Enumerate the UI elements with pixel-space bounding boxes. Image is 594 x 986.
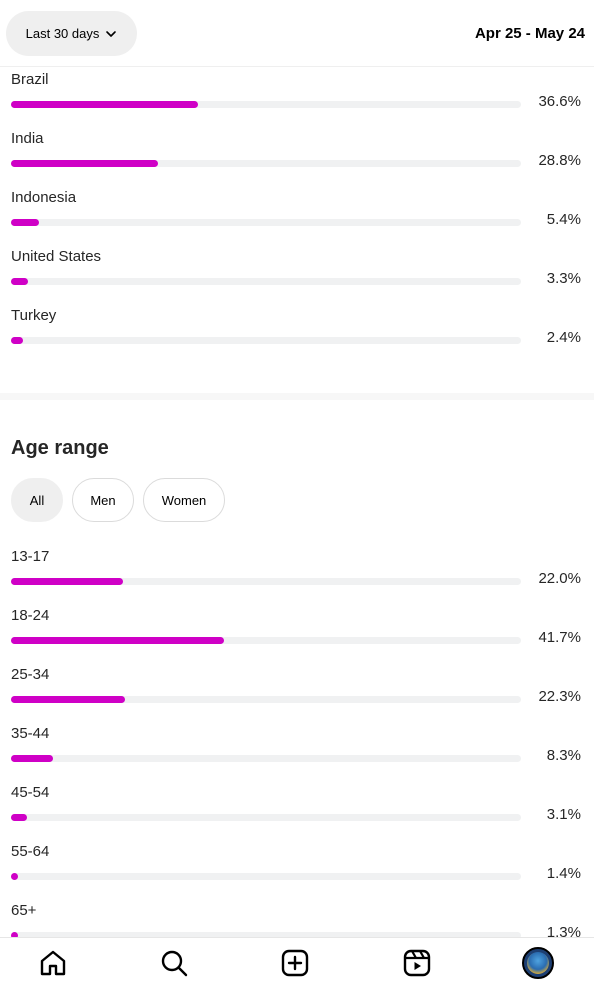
age-row: 13-17 22.0%	[11, 548, 581, 607]
bar-track	[11, 696, 521, 703]
filter-chip-men[interactable]: Men	[72, 478, 134, 522]
bar-track	[11, 873, 521, 880]
bar-track	[11, 578, 521, 585]
create-icon	[281, 949, 309, 977]
age-percent: 22.0%	[538, 570, 581, 587]
age-row: 25-34 22.3%	[11, 666, 581, 725]
country-row: Indonesia 5.4%	[11, 189, 581, 248]
filter-chip-women[interactable]: Women	[143, 478, 225, 522]
country-percent: 3.3%	[546, 270, 581, 287]
country-percent: 36.6%	[538, 93, 581, 110]
age-row: 55-64 1.4%	[11, 843, 581, 902]
nav-home[interactable]	[36, 946, 70, 980]
section-divider	[0, 393, 594, 400]
bar-fill	[11, 160, 158, 167]
bar-fill	[11, 814, 27, 821]
age-percent: 22.3%	[538, 688, 581, 705]
age-label: 25-34	[11, 666, 50, 683]
bar-track	[11, 101, 521, 108]
age-percent: 41.7%	[538, 629, 581, 646]
bar-fill	[11, 637, 224, 644]
bar-fill	[11, 696, 125, 703]
age-range-title: Age range	[11, 437, 109, 459]
country-percent: 28.8%	[538, 152, 581, 169]
nav-search[interactable]	[157, 946, 191, 980]
age-label: 45-54	[11, 784, 50, 801]
bar-fill	[11, 578, 124, 585]
country-label: Indonesia	[11, 189, 77, 206]
filter-chip-all[interactable]: All	[11, 478, 63, 522]
age-label: 65+	[11, 902, 37, 919]
age-percent: 8.3%	[546, 747, 581, 764]
top-bar: Last 30 days Apr 25 - May 24	[0, 0, 594, 67]
age-label: 35-44	[11, 725, 50, 742]
profile-avatar	[522, 947, 554, 979]
age-row: 65+ 1.3%	[11, 902, 581, 961]
chevron-down-icon	[106, 30, 117, 37]
bar-fill	[11, 932, 18, 939]
bottom-navigation	[0, 937, 594, 986]
bar-track	[11, 932, 521, 939]
bar-track	[11, 637, 521, 644]
country-percent: 5.4%	[546, 211, 581, 228]
age-row: 18-24 41.7%	[11, 607, 581, 666]
age-row: 45-54 3.1%	[11, 784, 581, 843]
country-row: Turkey 2.4%	[11, 307, 581, 366]
bar-track	[11, 160, 521, 167]
age-percent: 1.3%	[546, 924, 581, 941]
age-label: 13-17	[11, 548, 50, 565]
date-range-dropdown-label: Last 30 days	[25, 26, 100, 41]
date-range-dropdown[interactable]: Last 30 days	[6, 11, 137, 56]
country-row: India 28.8%	[11, 130, 581, 189]
bar-track	[11, 219, 521, 226]
bar-track	[11, 337, 521, 344]
bar-track	[11, 278, 521, 285]
bar-fill	[11, 278, 28, 285]
date-range-text: Apr 25 - May 24	[474, 25, 585, 42]
bar-track	[11, 755, 521, 762]
bar-track	[11, 814, 521, 821]
country-label: United States	[11, 248, 102, 265]
age-label: 18-24	[11, 607, 50, 624]
age-percent: 1.4%	[546, 865, 581, 882]
search-icon	[161, 950, 188, 977]
nav-create[interactable]	[278, 946, 312, 980]
bar-fill	[11, 337, 24, 344]
country-label: Turkey	[11, 307, 57, 324]
bar-fill	[11, 219, 39, 226]
bar-fill	[11, 101, 198, 108]
country-label: India	[11, 130, 44, 147]
reels-icon	[403, 949, 431, 977]
age-label: 55-64	[11, 843, 50, 860]
country-row: Brazil 36.6%	[11, 71, 581, 130]
country-label: Brazil	[11, 71, 49, 88]
home-icon	[40, 950, 66, 976]
bar-fill	[11, 755, 54, 762]
nav-reels[interactable]	[400, 946, 434, 980]
age-percent: 3.1%	[546, 806, 581, 823]
country-percent: 2.4%	[546, 329, 581, 346]
country-row: United States 3.3%	[11, 248, 581, 307]
nav-profile[interactable]	[521, 946, 555, 980]
bar-fill	[11, 873, 19, 880]
age-row: 35-44 8.3%	[11, 725, 581, 784]
